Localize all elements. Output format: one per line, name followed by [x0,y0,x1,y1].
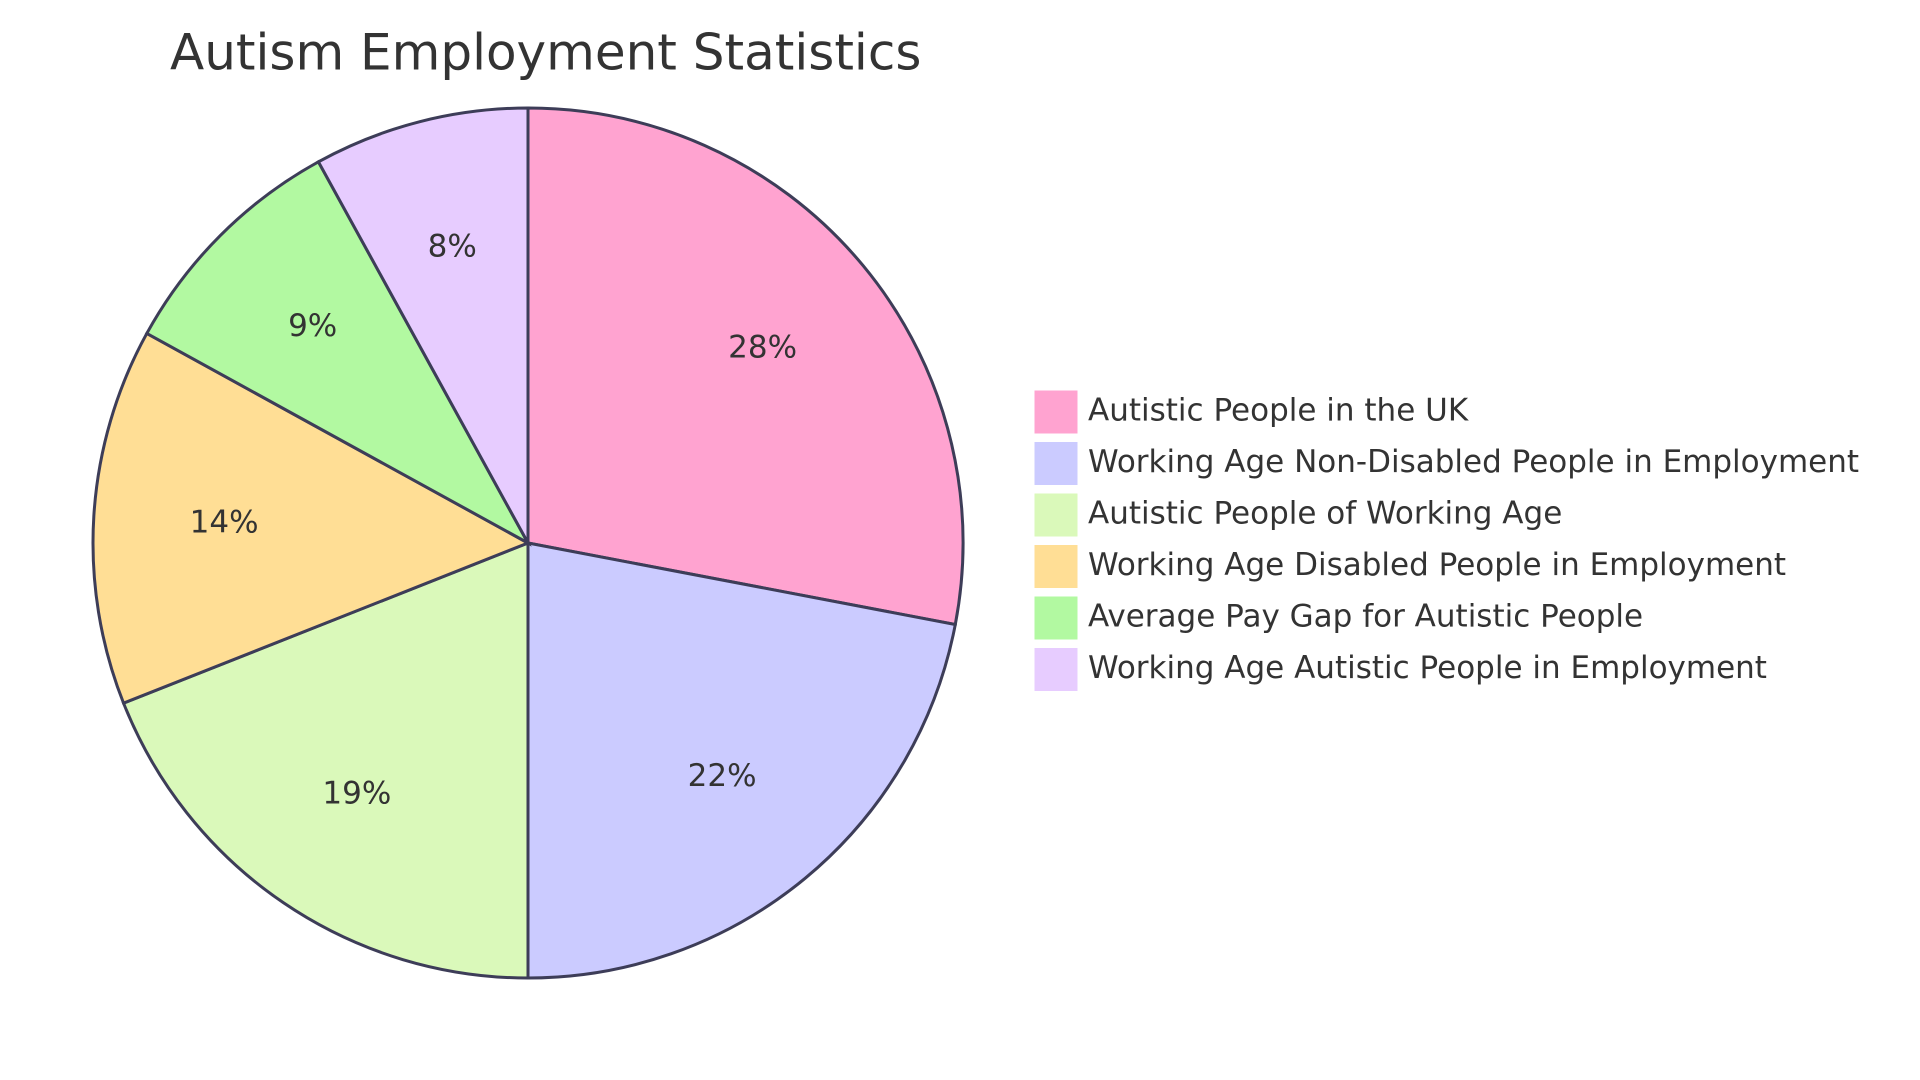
pie-slice [121,540,530,980]
legend-swatch [1033,647,1079,692]
legend-label: Autistic People of Working Age [1088,496,1562,532]
pie-slice [144,159,532,547]
legend-swatch [1033,389,1079,435]
pie-slice-labels: 28% 22% 19% 14% 9% 8% [190,229,797,812]
legend-label: Working Age Non-Disabled People in Emplo… [1088,444,1859,480]
pie-slices [91,106,965,980]
legend-label: Autistic People in the UK [1088,393,1469,429]
pie-slice [91,331,532,706]
chart-title: Autism Employment Statistics [170,24,921,82]
slice-percent-label: 9% [288,308,337,344]
legend: Autistic People in the UK Working Age Non… [1033,389,1859,692]
slice-percent-label: 28% [728,329,797,365]
legend-swatch [1033,544,1079,589]
slice-percent-label: 19% [322,775,391,811]
legend-label: Working Age Disabled People in Employmen… [1088,547,1786,583]
pie-slice [526,106,965,627]
slice-percent-label: 8% [428,229,477,265]
pie-slice [316,106,530,544]
pie-slice [526,541,958,980]
legend-swatch [1033,441,1079,486]
legend-swatch [1033,492,1079,538]
legend-label: Working Age Autistic People in Employmen… [1088,650,1767,686]
legend-swatch [1033,595,1079,641]
legend-label: Average Pay Gap for Autistic People [1088,599,1643,635]
slice-percent-label: 22% [688,758,757,794]
slice-percent-label: 14% [190,504,259,540]
